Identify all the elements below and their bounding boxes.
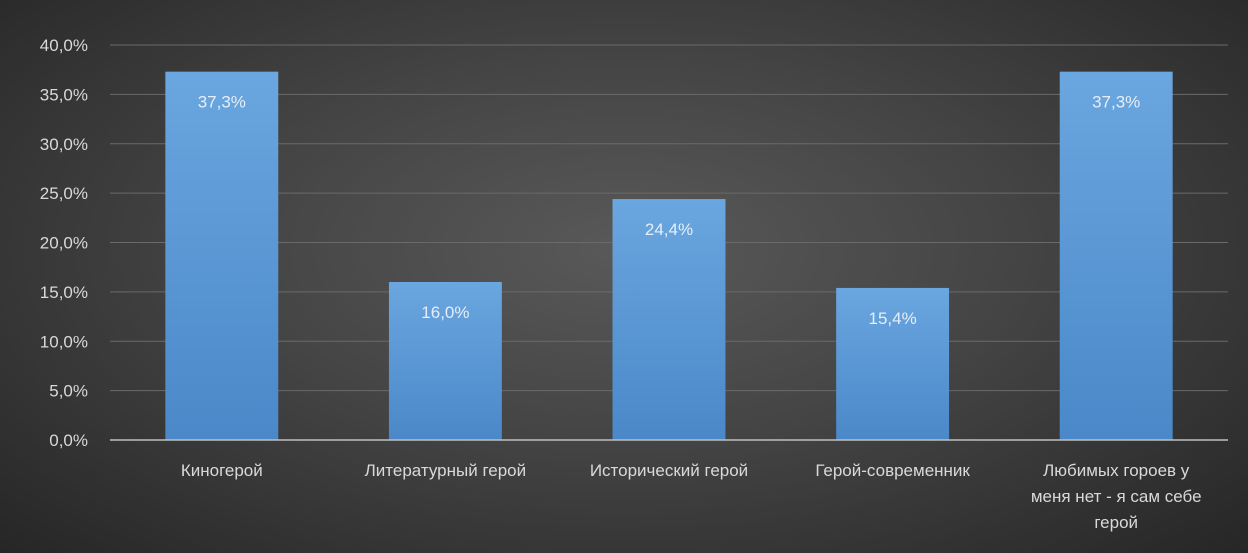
y-axis-ticks: 0,0% 5,0% 10,0% 15,0% 20,0% 25,0% 30,0% 35,0% 40… bbox=[40, 36, 88, 450]
data-label: 37,3% bbox=[1092, 93, 1140, 112]
y-tick-label: 35,0% bbox=[40, 85, 88, 104]
y-tick-label: 30,0% bbox=[40, 135, 88, 154]
bar bbox=[836, 287, 950, 440]
bar bbox=[388, 282, 502, 440]
y-tick-label: 20,0% bbox=[40, 234, 88, 253]
x-category-label: Исторический герой bbox=[590, 461, 748, 480]
x-category-label: Литературный герой bbox=[365, 461, 527, 480]
y-tick-label: 25,0% bbox=[40, 184, 88, 203]
data-labels: 37,3% 16,0% 24,4% 15,4% 37,3% bbox=[198, 93, 1141, 328]
bars bbox=[165, 71, 1173, 440]
data-label: 37,3% bbox=[198, 93, 246, 112]
x-axis-labels: Киногерой Литературный герой Исторический … bbox=[181, 461, 1202, 532]
y-tick-label: 40,0% bbox=[40, 36, 88, 55]
x-category-label: Герой-современник bbox=[815, 461, 970, 480]
y-tick-label: 15,0% bbox=[40, 283, 88, 302]
bar bbox=[165, 71, 279, 440]
data-label: 24,4% bbox=[645, 220, 693, 239]
data-label: 16,0% bbox=[421, 303, 469, 322]
x-category-label: Любимых гороев у меня нет - я сам себе гер… bbox=[1031, 461, 1202, 532]
y-tick-label: 10,0% bbox=[40, 332, 88, 351]
x-category-label: Киногерой bbox=[181, 461, 263, 480]
bar bbox=[612, 199, 726, 440]
y-tick-label: 0,0% bbox=[49, 431, 88, 450]
data-label: 15,4% bbox=[868, 309, 916, 328]
bar bbox=[1059, 71, 1173, 440]
y-tick-label: 5,0% bbox=[49, 382, 88, 401]
